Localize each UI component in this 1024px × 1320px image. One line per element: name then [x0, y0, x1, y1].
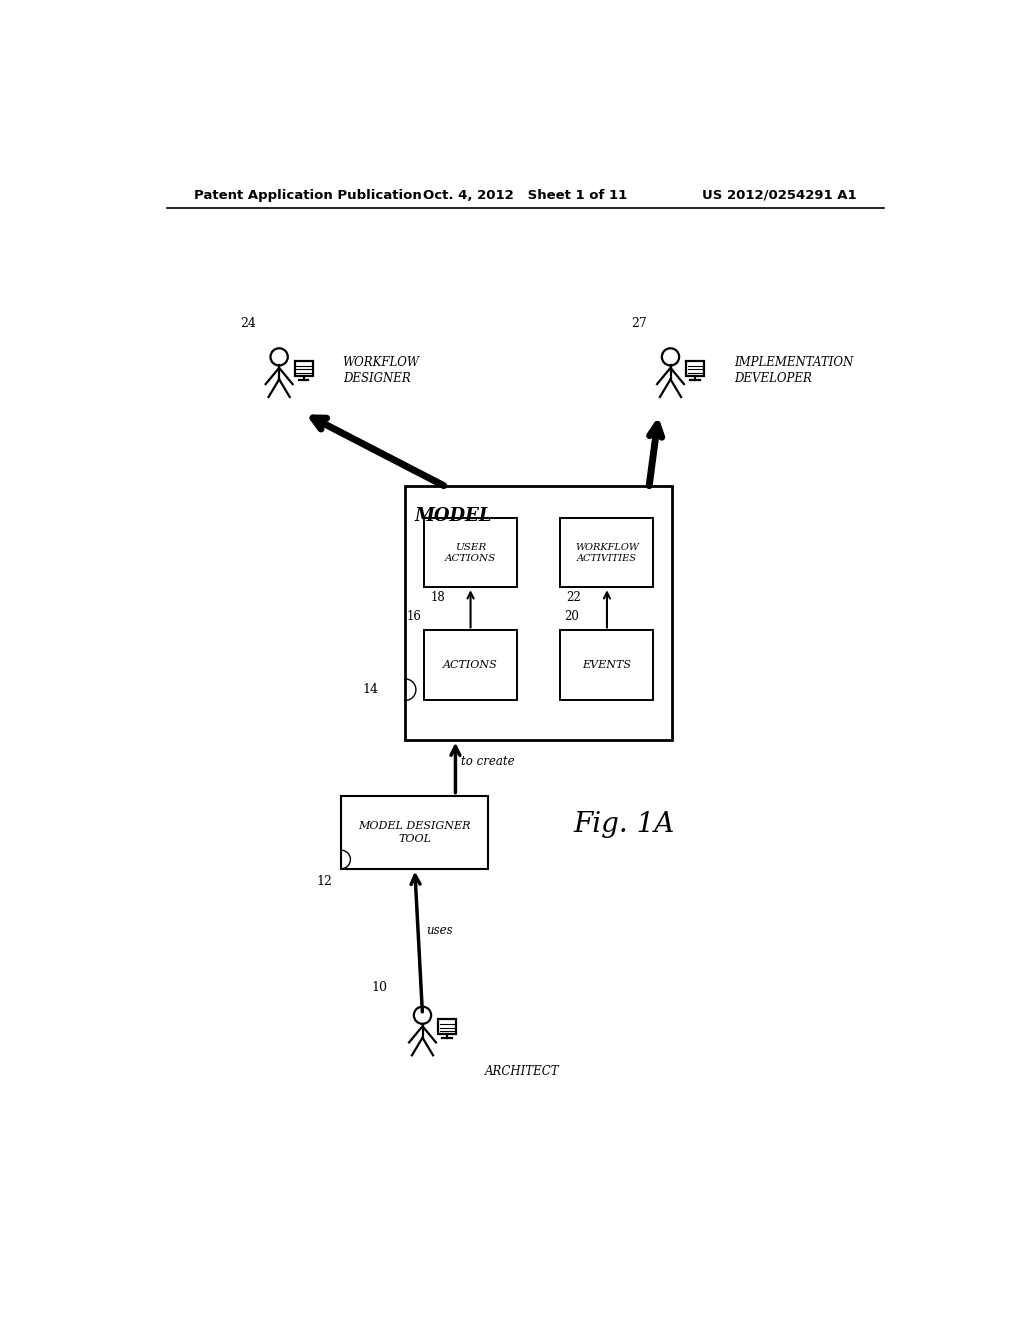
Text: MODEL: MODEL — [415, 507, 492, 525]
Text: 18: 18 — [430, 591, 445, 605]
Text: to create: to create — [461, 755, 514, 768]
Bar — [406, 486, 673, 739]
Text: EVENTS: EVENTS — [583, 660, 632, 671]
Text: Fig. 1A: Fig. 1A — [573, 810, 675, 838]
Text: ARCHITECT: ARCHITECT — [484, 1065, 559, 1077]
Text: 16: 16 — [407, 610, 422, 623]
Bar — [560, 631, 653, 700]
Text: uses: uses — [426, 924, 453, 937]
Text: Patent Application Publication: Patent Application Publication — [194, 189, 422, 202]
Text: 20: 20 — [564, 610, 580, 623]
Bar — [424, 517, 517, 587]
Text: 22: 22 — [566, 591, 582, 605]
Text: WORKFLOW
ACTIVITIES: WORKFLOW ACTIVITIES — [575, 543, 639, 562]
Bar — [295, 360, 312, 376]
Text: US 2012/0254291 A1: US 2012/0254291 A1 — [701, 189, 856, 202]
Text: MODEL DESIGNER
TOOL: MODEL DESIGNER TOOL — [358, 821, 471, 843]
Text: IMPLEMENTATION
DEVELOPER: IMPLEMENTATION DEVELOPER — [734, 355, 853, 384]
Text: 14: 14 — [361, 684, 378, 696]
Bar — [341, 796, 488, 869]
Text: 27: 27 — [632, 317, 647, 330]
Text: 24: 24 — [241, 317, 256, 330]
Text: Oct. 4, 2012   Sheet 1 of 11: Oct. 4, 2012 Sheet 1 of 11 — [423, 189, 627, 202]
Bar — [424, 631, 517, 700]
Text: WORKFLOW
DESIGNER: WORKFLOW DESIGNER — [343, 355, 420, 384]
Bar — [438, 1019, 456, 1035]
Text: USER
ACTIONS: USER ACTIONS — [444, 543, 497, 562]
Text: ACTIONS: ACTIONS — [443, 660, 498, 671]
Text: 12: 12 — [316, 875, 332, 888]
Bar — [686, 360, 705, 376]
Text: 10: 10 — [372, 981, 388, 994]
Bar — [560, 517, 653, 587]
